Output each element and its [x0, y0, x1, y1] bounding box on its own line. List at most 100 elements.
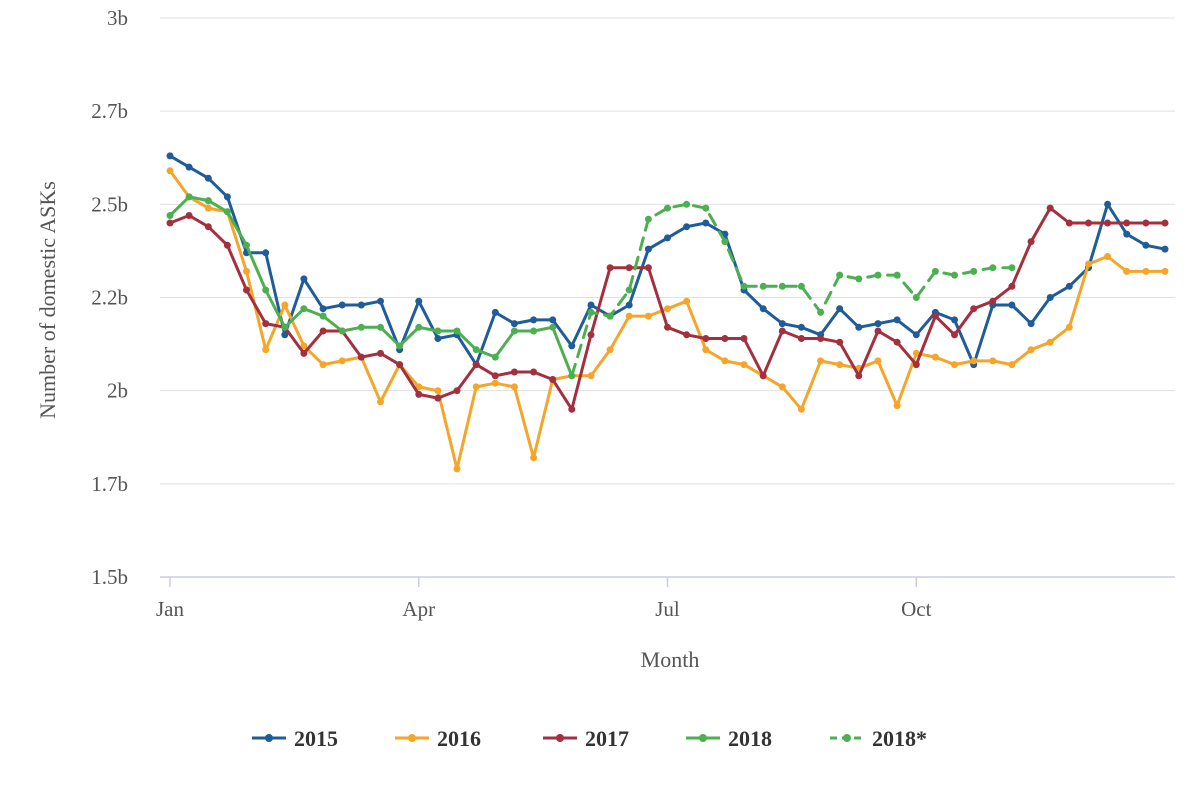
series-line-2018* — [570, 202, 1014, 378]
legend-swatch-marker — [843, 734, 851, 742]
series-2015 — [166, 152, 1169, 369]
data-point — [893, 316, 901, 324]
data-point — [931, 312, 939, 320]
data-point — [912, 349, 920, 357]
data-point — [396, 342, 404, 350]
data-point — [338, 327, 346, 335]
axes: 1.5b 1.7b 2b 2.2b 2.5b 2.7b 3b Jan Apr Jul Oct — [91, 6, 1175, 621]
data-point — [166, 152, 174, 160]
data-point — [797, 405, 805, 413]
data-point — [1085, 260, 1092, 268]
data-point — [530, 316, 538, 324]
legend-item-2015: 2015 — [252, 726, 338, 751]
data-point — [434, 387, 442, 395]
data-point — [281, 331, 289, 339]
data-point — [204, 223, 212, 231]
data-point — [530, 327, 538, 335]
data-point — [262, 346, 270, 354]
series-2018* — [570, 200, 1016, 378]
y-tick-label: 1.7b — [91, 472, 128, 496]
data-point — [1142, 267, 1150, 275]
y-tick-label: 2.7b — [91, 99, 128, 123]
data-point — [740, 282, 748, 290]
x-tick-label: Apr — [402, 597, 435, 621]
data-point — [1008, 361, 1016, 369]
data-point — [989, 264, 997, 272]
data-point — [510, 383, 518, 391]
data-point — [568, 405, 576, 413]
data-point — [625, 264, 633, 272]
data-point — [721, 357, 729, 365]
series-2016 — [166, 167, 1169, 473]
data-point — [836, 361, 844, 369]
data-point — [491, 372, 499, 380]
data-point — [204, 204, 212, 212]
series-2017 — [166, 204, 1169, 413]
legend-item-2018*: 2018* — [830, 726, 927, 751]
data-point — [970, 357, 978, 365]
data-point — [664, 204, 671, 212]
data-point — [931, 353, 939, 361]
data-point — [338, 357, 346, 365]
data-point — [472, 361, 480, 369]
data-point — [874, 320, 882, 328]
data-point — [530, 454, 538, 462]
data-point — [778, 327, 786, 335]
data-point — [166, 212, 174, 219]
data-point — [702, 219, 710, 227]
data-point — [185, 193, 193, 201]
data-point — [664, 323, 671, 331]
data-point — [1008, 282, 1016, 290]
data-point — [740, 361, 748, 369]
data-point — [434, 327, 442, 335]
data-point — [683, 223, 691, 231]
data-point — [1104, 253, 1112, 260]
data-point — [587, 372, 595, 380]
data-point — [970, 267, 978, 275]
data-point — [874, 327, 882, 335]
data-point — [549, 376, 557, 383]
data-point — [644, 245, 652, 253]
data-point — [568, 342, 576, 350]
data-point — [1008, 264, 1016, 272]
data-point — [817, 357, 825, 365]
legend-label: 2017 — [585, 726, 629, 751]
data-point — [931, 267, 939, 275]
data-point — [1008, 301, 1016, 309]
data-point — [625, 312, 633, 320]
data-point — [377, 398, 384, 406]
data-point — [472, 383, 480, 391]
data-point — [415, 323, 423, 331]
data-point — [702, 346, 710, 354]
data-point — [893, 402, 901, 410]
data-point — [1065, 323, 1073, 331]
data-point — [912, 361, 920, 369]
data-point — [510, 320, 518, 328]
data-point — [778, 282, 786, 290]
data-point — [377, 323, 384, 331]
data-point — [702, 335, 710, 342]
data-point — [300, 342, 308, 350]
data-point — [587, 308, 595, 316]
data-point — [1046, 338, 1054, 346]
gridlines — [160, 17, 1175, 578]
data-point — [625, 286, 633, 294]
data-point — [1123, 219, 1131, 227]
x-tick-label: Oct — [901, 597, 931, 621]
data-point — [1046, 294, 1054, 301]
data-point — [1161, 219, 1169, 227]
data-point — [912, 294, 920, 301]
data-point — [836, 305, 844, 313]
data-point — [243, 267, 250, 275]
x-tick-label: Jan — [156, 597, 184, 621]
data-point — [606, 264, 614, 272]
x-axis-title: Month — [641, 647, 700, 672]
legend-item-2016: 2016 — [395, 726, 481, 751]
data-point — [434, 394, 442, 402]
data-point — [262, 286, 270, 294]
data-point — [664, 305, 671, 313]
data-point — [396, 361, 404, 369]
series-line-2018 — [168, 195, 574, 378]
data-point — [989, 297, 997, 305]
